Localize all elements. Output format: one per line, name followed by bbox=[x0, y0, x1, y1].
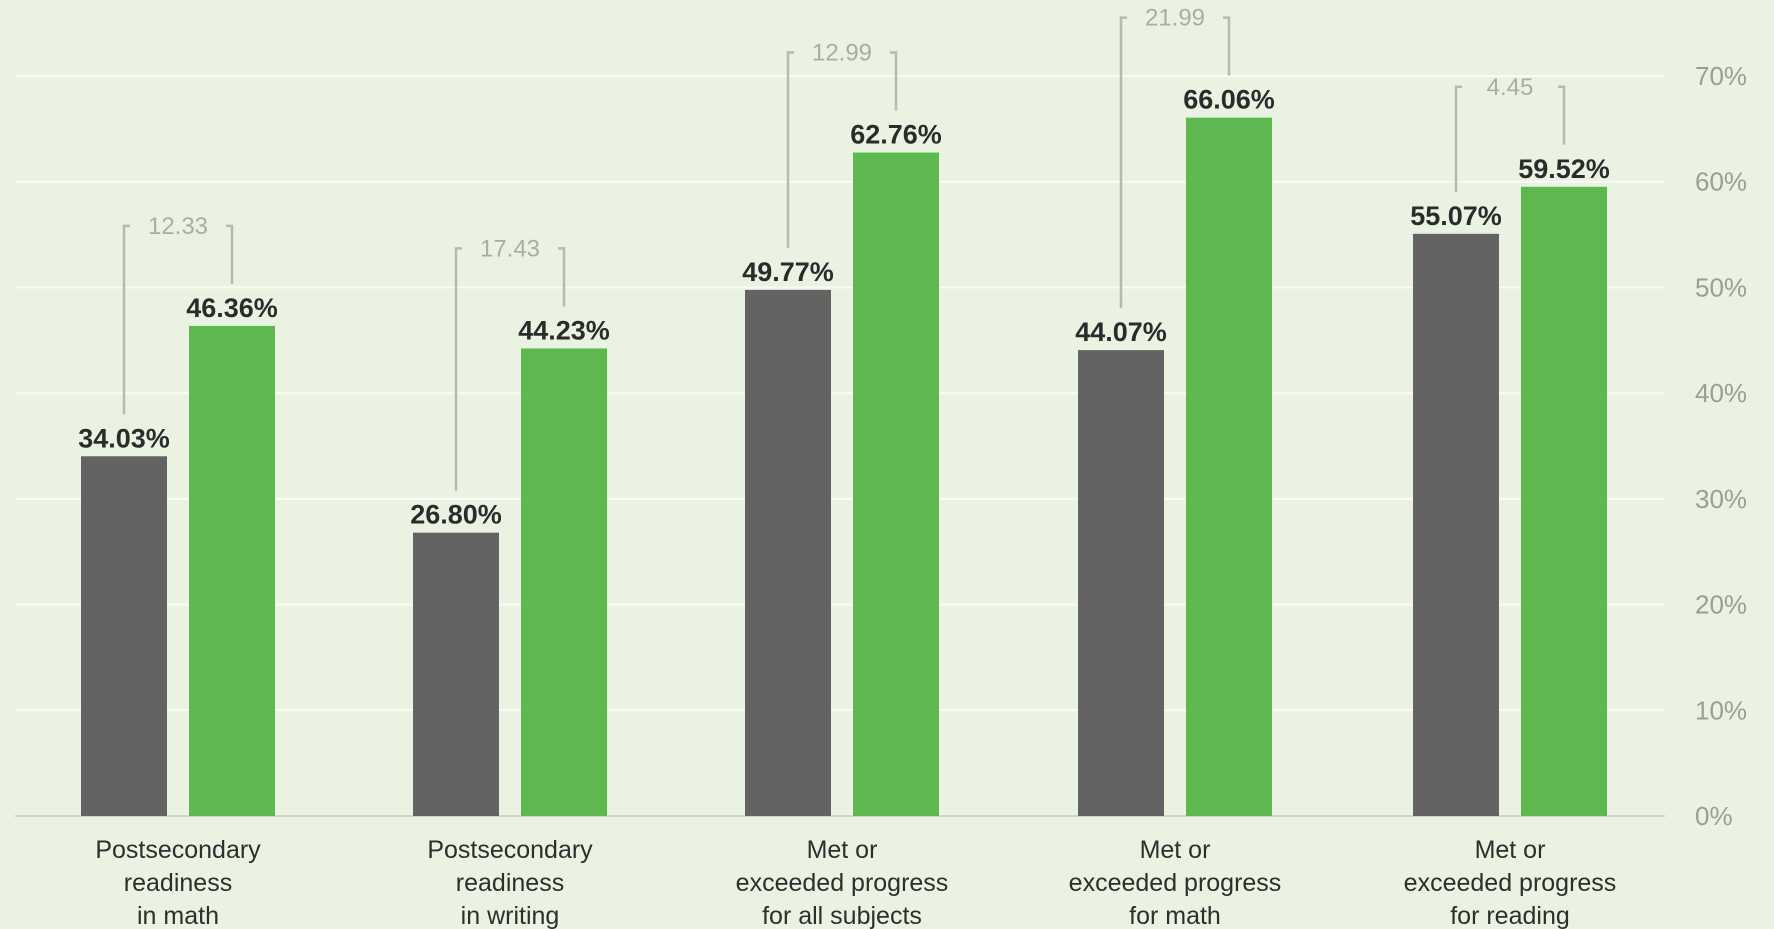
category-label-line: for reading bbox=[1450, 902, 1570, 929]
difference-bracket-left bbox=[124, 226, 130, 414]
difference-brackets: 12.33 17.43 12.99 21.99 4.45 bbox=[124, 5, 1564, 491]
category-label: Postsecondary readiness in writing bbox=[427, 836, 593, 929]
difference-bracket-right bbox=[890, 53, 896, 111]
category-label: Met or exceeded progress for reading bbox=[1404, 836, 1617, 929]
category-label-line: Met or bbox=[807, 836, 878, 864]
bar-series-1 bbox=[1413, 234, 1499, 816]
y-tick-label: 50% bbox=[1695, 272, 1747, 302]
bar-series-1 bbox=[81, 456, 167, 816]
category-label-line: readiness bbox=[124, 869, 232, 897]
difference-label: 17.43 bbox=[480, 235, 540, 262]
bar-series-2 bbox=[189, 326, 275, 816]
bar-series-2 bbox=[1521, 187, 1607, 816]
category-label-line: Met or bbox=[1475, 836, 1546, 864]
y-tick-label: 60% bbox=[1695, 167, 1747, 197]
value-label: 46.36% bbox=[186, 293, 278, 323]
category-label-line: exceeded progress bbox=[1404, 869, 1617, 897]
category-label-line: in math bbox=[137, 902, 219, 929]
difference-label: 4.45 bbox=[1487, 74, 1534, 101]
difference-label: 12.33 bbox=[148, 213, 208, 240]
bar-series-2 bbox=[1186, 118, 1272, 816]
category-label-line: Met or bbox=[1140, 836, 1211, 864]
category-label-line: readiness bbox=[456, 869, 564, 897]
value-labels: 34.03% 46.36% 26.80% 44.23% 49.77% 62.76% 44.0… bbox=[78, 85, 1610, 530]
difference-bracket-left bbox=[1121, 18, 1127, 308]
value-label: 44.07% bbox=[1075, 317, 1167, 347]
value-label: 55.07% bbox=[1410, 201, 1502, 231]
category-label-line: for all subjects bbox=[762, 902, 922, 929]
category-labels: Postsecondary readiness in mathPostseconda… bbox=[95, 836, 1616, 929]
y-tick-label: 0% bbox=[1695, 801, 1733, 831]
difference-bracket-right bbox=[1223, 18, 1229, 76]
category-label-line: for math bbox=[1129, 902, 1221, 929]
value-label: 49.77% bbox=[742, 257, 834, 287]
y-axis-ticks: 0% 10% 20% 30% 40% 50% 60% 70% bbox=[1695, 61, 1747, 831]
value-label: 26.80% bbox=[410, 500, 502, 530]
difference-bracket-right bbox=[558, 248, 564, 306]
y-tick-label: 40% bbox=[1695, 378, 1747, 408]
category-label-line: Postsecondary bbox=[427, 836, 593, 864]
bar-series-2 bbox=[521, 348, 607, 816]
value-label: 34.03% bbox=[78, 423, 170, 453]
difference-bracket-right bbox=[1558, 87, 1564, 145]
category-label: Postsecondary readiness in math bbox=[95, 836, 261, 929]
y-tick-label: 30% bbox=[1695, 484, 1747, 514]
bar-series-1 bbox=[413, 533, 499, 816]
bar-series-1 bbox=[1078, 350, 1164, 816]
y-tick-label: 20% bbox=[1695, 590, 1747, 620]
y-tick-label: 70% bbox=[1695, 61, 1747, 91]
difference-bracket-left bbox=[456, 248, 462, 490]
category-label-line: exceeded progress bbox=[1069, 869, 1282, 897]
difference-bracket-left bbox=[788, 53, 794, 248]
difference-label: 21.99 bbox=[1145, 5, 1205, 32]
difference-bracket-left bbox=[1456, 87, 1462, 192]
bar-series-2 bbox=[853, 153, 939, 816]
y-tick-label: 10% bbox=[1695, 695, 1747, 725]
category-label: Met or exceeded progress for all subjects bbox=[736, 836, 949, 929]
category-label-line: Postsecondary bbox=[95, 836, 261, 864]
value-label: 59.52% bbox=[1518, 154, 1610, 184]
difference-bracket-right bbox=[226, 226, 232, 284]
value-label: 44.23% bbox=[518, 315, 610, 345]
category-label: Met or exceeded progress for math bbox=[1069, 836, 1282, 929]
difference-label: 12.99 bbox=[812, 40, 872, 67]
value-label: 66.06% bbox=[1183, 85, 1275, 115]
value-label: 62.76% bbox=[850, 120, 942, 150]
category-label-line: exceeded progress bbox=[736, 869, 949, 897]
bar-series-1 bbox=[745, 290, 831, 816]
category-label-line: in writing bbox=[461, 902, 560, 929]
